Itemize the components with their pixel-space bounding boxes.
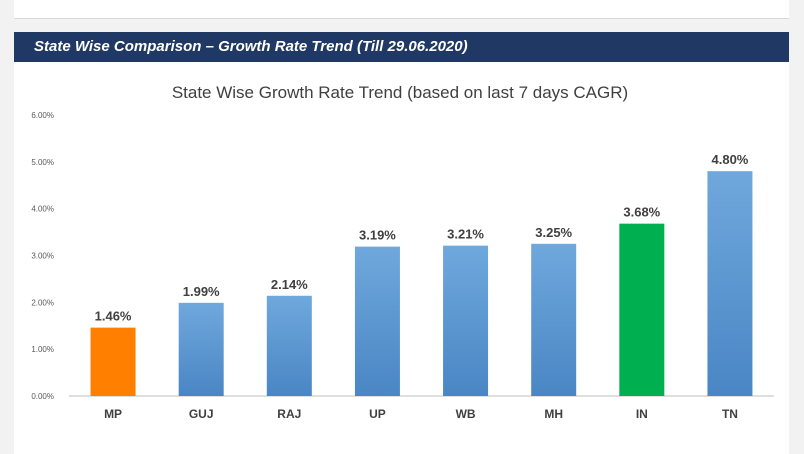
bar-in xyxy=(619,223,665,396)
x-tick-raj: RAJ xyxy=(277,407,301,421)
x-tick-in: IN xyxy=(636,407,648,421)
slide: State Wise Comparison – Growth Rate Tren… xyxy=(14,32,789,454)
data-label-guj: 1.99% xyxy=(183,284,220,299)
x-tick-wb: WB xyxy=(456,407,476,421)
bar-guj xyxy=(178,302,224,396)
bar-tn xyxy=(707,171,753,396)
data-label-raj: 2.14% xyxy=(271,277,308,292)
data-label-in: 3.68% xyxy=(623,205,660,220)
y-tick-label: 3.00% xyxy=(31,252,54,261)
bar-up xyxy=(354,246,400,396)
x-axis: MP GUJ RAJ UP WB MH IN TN xyxy=(104,407,738,421)
y-tick-label: 1.00% xyxy=(31,345,54,354)
data-label-wb: 3.21% xyxy=(447,227,484,242)
chart-title: State Wise Growth Rate Trend (based on l… xyxy=(172,83,628,102)
y-tick-label: 0.00% xyxy=(31,392,54,401)
data-label-tn: 4.80% xyxy=(712,152,749,167)
x-tick-guj: GUJ xyxy=(189,407,214,421)
y-tick-label: 4.00% xyxy=(31,205,54,214)
x-tick-tn: TN xyxy=(722,407,738,421)
x-tick-mp: MP xyxy=(104,407,122,421)
bar-mp xyxy=(90,327,136,396)
y-tick-label: 5.00% xyxy=(31,158,54,167)
y-tick-label: 2.00% xyxy=(31,298,54,307)
y-tick-label: 6.00% xyxy=(31,111,54,120)
bar-raj xyxy=(266,295,312,396)
growth-rate-bar-chart: State Wise Growth Rate Trend (based on l… xyxy=(31,83,774,421)
bars-group: 1.46% 1.99% 2.14% 3.19% 3.21% 3.25% 3.68% 4.80% xyxy=(90,152,753,396)
section-banner: State Wise Comparison – Growth Rate Tren… xyxy=(14,32,789,62)
x-tick-mh: MH xyxy=(544,407,563,421)
top-strip xyxy=(14,0,789,19)
data-label-up: 3.19% xyxy=(359,228,396,243)
bar-mh xyxy=(531,243,577,396)
x-tick-up: UP xyxy=(369,407,386,421)
bar-wb xyxy=(443,245,489,396)
data-label-mp: 1.46% xyxy=(95,309,132,324)
section-title: State Wise Comparison – Growth Rate Tren… xyxy=(34,38,468,55)
data-label-mh: 3.25% xyxy=(535,225,572,240)
